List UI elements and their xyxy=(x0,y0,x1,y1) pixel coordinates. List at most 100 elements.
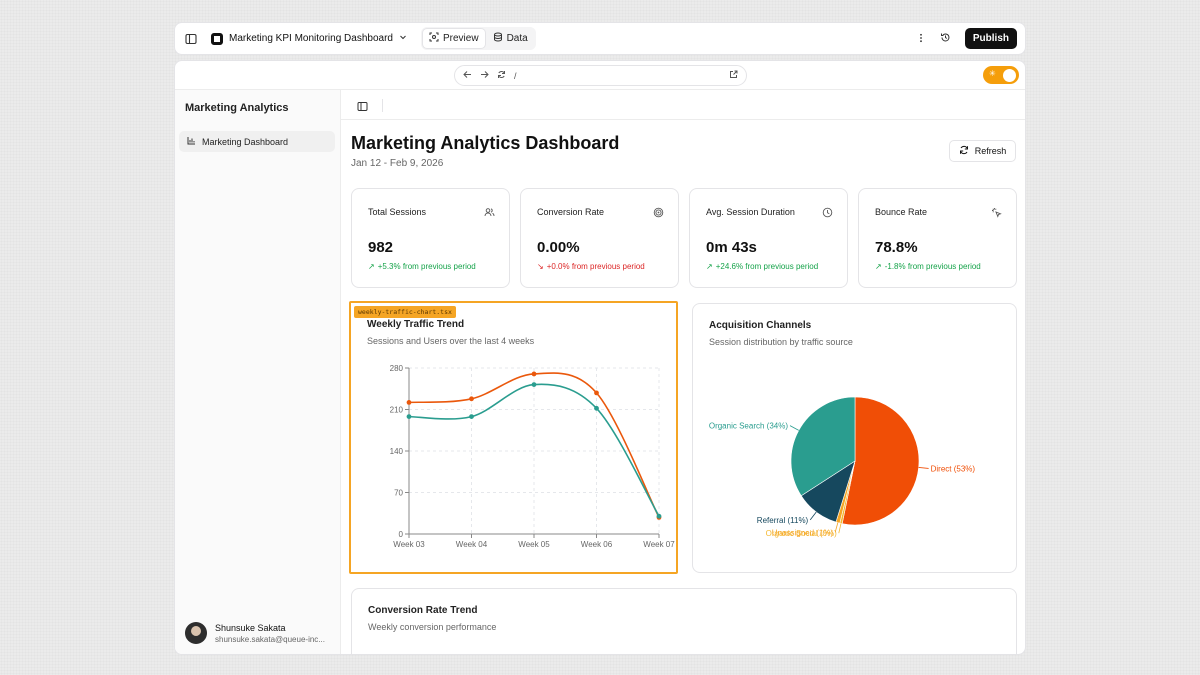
trending-down-icon: ↘ xyxy=(537,262,544,271)
user-profile[interactable]: Shunsuke Sakata shunsuke.sakata@queue-in… xyxy=(185,622,325,644)
kpi-change: ↘ +0.0% from previous period xyxy=(537,262,645,271)
x-tick-label: Week 04 xyxy=(456,540,488,549)
y-tick-label: 210 xyxy=(390,406,404,415)
toggle-knob xyxy=(1003,68,1016,82)
data-point xyxy=(469,414,474,420)
y-tick-label: 0 xyxy=(399,530,404,539)
panel-toggle-icon[interactable] xyxy=(357,99,368,117)
project-selector[interactable]: Marketing KPI Monitoring Dashboard xyxy=(211,32,407,45)
data-point xyxy=(656,513,662,519)
kpi-title: Bounce Rate xyxy=(875,207,928,217)
card-subtitle: Sessions and Users over the last 4 weeks xyxy=(367,336,535,346)
x-tick-label: Week 07 xyxy=(643,540,675,549)
forward-icon[interactable] xyxy=(480,70,489,81)
card-subtitle: Weekly conversion performance xyxy=(368,622,497,632)
app-sidebar: Marketing Analytics Marketing Dashboard … xyxy=(175,90,341,654)
trending-up-icon: ↗ xyxy=(368,262,375,271)
main-content: Marketing Analytics Dashboard Jan 12 - F… xyxy=(341,90,1025,654)
open-external-icon[interactable] xyxy=(729,70,738,81)
project-logo-icon xyxy=(211,32,223,45)
history-icon[interactable] xyxy=(940,30,951,48)
project-name: Marketing KPI Monitoring Dashboard xyxy=(229,33,393,44)
tab-data[interactable]: Data xyxy=(487,29,534,48)
acquisition-channels-card: Acquisition Channels Session distributio… xyxy=(692,303,1017,573)
card-title: Weekly Traffic Trend xyxy=(367,319,465,330)
weekly-traffic-card[interactable]: weekly-traffic-chart.tsx Weekly Traffic … xyxy=(349,301,678,574)
reload-icon[interactable] xyxy=(497,70,506,81)
card-subtitle: Session distribution by traffic source xyxy=(709,337,853,347)
series-line-1 xyxy=(408,383,660,517)
sidebar-title: Marketing Analytics xyxy=(185,102,289,114)
theme-toggle[interactable]: ✳ xyxy=(983,66,1019,84)
pointer-icon xyxy=(991,205,1002,223)
pie-slice xyxy=(790,396,856,497)
kpi-change: ↗ +5.3% from previous period xyxy=(368,262,476,271)
pie-slice-label: Referral (11%) xyxy=(757,516,809,525)
back-icon[interactable] xyxy=(463,70,472,81)
kpi-card-conversion-rate: Conversion Rate 0.00% ↘ +0.0% from previ… xyxy=(520,188,679,288)
refresh-button[interactable]: Refresh xyxy=(949,140,1016,162)
y-tick-label: 70 xyxy=(394,489,403,498)
x-tick-label: Week 05 xyxy=(518,540,550,549)
pie-slice-label: Organic Social (0%) xyxy=(766,529,837,538)
database-icon xyxy=(493,32,503,45)
kpi-card-bounce-rate: Bounce Rate 78.8% ↗ -1.8% from previous … xyxy=(858,188,1017,288)
tab-data-label: Data xyxy=(506,33,528,44)
kpi-card-total-sessions: Total Sessions 982 ↗ +5.3% from previous… xyxy=(351,188,510,288)
user-email: shunsuke.sakata@queue-inc... xyxy=(215,634,325,644)
data-point xyxy=(531,371,537,377)
pie-slice xyxy=(841,396,920,526)
data-point xyxy=(469,396,474,402)
tab-preview-label: Preview xyxy=(442,33,479,44)
pie-slice-label: Unassigned (1%) xyxy=(772,528,834,537)
refresh-icon xyxy=(959,145,969,157)
tab-preview[interactable]: Preview xyxy=(422,29,485,48)
users-icon xyxy=(484,205,495,223)
refresh-label: Refresh xyxy=(974,146,1007,156)
kpi-card-avg-session-duration: Avg. Session Duration 0m 43s ↗ +24.6% fr… xyxy=(689,188,848,288)
weekly-traffic-chart: 0 70 140 210 280 Week 03 Week 04 Week 05 Week 06… xyxy=(390,364,676,549)
x-tick-label: Week 06 xyxy=(581,540,613,549)
preview-frame: / ✳ Marketing Analytics Marketing Dashbo… xyxy=(174,60,1026,655)
chevron-down-icon xyxy=(399,33,407,44)
more-options-icon[interactable] xyxy=(916,30,926,48)
view-switcher: Preview Data xyxy=(420,27,536,50)
clock-icon xyxy=(822,205,833,223)
sidebar-item-marketing-dashboard[interactable]: Marketing Dashboard xyxy=(179,131,335,152)
acquisition-pie-chart: Direct (53%) Organic Social (0%)Unassigne… xyxy=(709,396,976,538)
page-title: Marketing Analytics Dashboard xyxy=(351,133,620,153)
data-point xyxy=(594,405,599,411)
sidebar-item-label: Marketing Dashboard xyxy=(202,136,289,147)
conversion-rate-card: Conversion Rate Trend Weekly conversion … xyxy=(351,588,1017,654)
card-title: Conversion Rate Trend xyxy=(368,605,478,616)
pie-label-leader xyxy=(918,467,929,469)
sidebar-toggle-icon[interactable] xyxy=(185,33,197,45)
series-line-0 xyxy=(408,372,660,518)
kpi-value: 0.00% xyxy=(537,239,580,256)
address-field[interactable]: / xyxy=(454,65,747,86)
data-point xyxy=(531,382,537,387)
kpi-change: ↗ -1.8% from previous period xyxy=(875,262,981,271)
date-range: Jan 12 - Feb 9, 2026 xyxy=(351,158,444,169)
pie-label-leader xyxy=(809,511,817,521)
publish-button[interactable]: Publish xyxy=(964,28,1017,49)
kpi-value: 78.8% xyxy=(875,239,918,256)
data-point xyxy=(406,399,412,405)
url-path: / xyxy=(514,70,517,81)
kpi-value: 0m 43s xyxy=(706,239,757,256)
x-tick-label: Week 03 xyxy=(393,540,425,549)
kpi-change-text: +0.0% from previous period xyxy=(546,262,645,271)
card-title: Acquisition Channels xyxy=(709,320,812,331)
y-tick-label: 140 xyxy=(390,447,404,456)
url-bar: / ✳ xyxy=(175,61,1025,90)
kpi-change-text: +24.6% from previous period xyxy=(715,262,819,271)
target-icon xyxy=(653,205,664,223)
data-point xyxy=(594,390,599,396)
trending-up-icon: ↗ xyxy=(706,262,713,271)
bar-chart-icon xyxy=(187,136,196,147)
content-toolbar xyxy=(341,90,1025,120)
kpi-title: Conversion Rate xyxy=(537,207,605,217)
pie-label-leader xyxy=(834,522,839,533)
kpi-change-text: -1.8% from previous period xyxy=(884,262,981,271)
pie-slice-label: Direct (53%) xyxy=(931,464,976,473)
